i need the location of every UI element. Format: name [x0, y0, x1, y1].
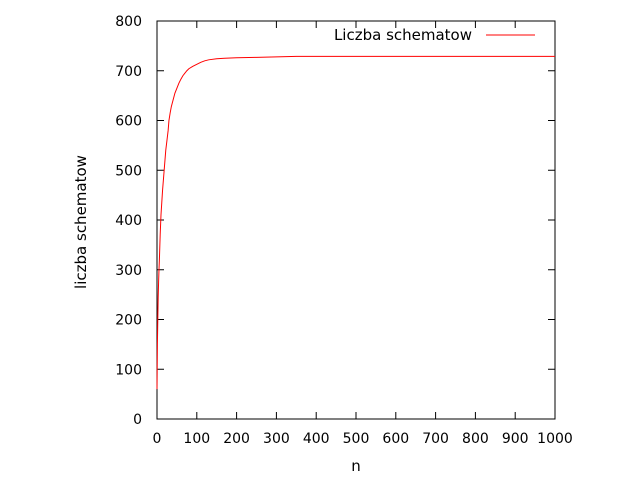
series-line-liczba-schematow	[156, 55, 555, 390]
y-tick-label: 400	[115, 213, 142, 229]
plot-frame	[156, 20, 556, 420]
axis-ticks	[156, 20, 556, 420]
x-tick-label: 600	[382, 431, 409, 447]
y-tick-label: 100	[115, 362, 142, 378]
x-tick-label: 100	[183, 431, 210, 447]
x-tick-label: 300	[263, 431, 290, 447]
y-tick-label: 800	[115, 14, 142, 30]
y-tick-label: 700	[115, 64, 142, 80]
y-tick-label: 300	[115, 263, 142, 279]
y-axis-title: liczba schematow	[72, 155, 90, 289]
x-tick-label: 0	[153, 431, 162, 447]
x-tick-label: 800	[462, 431, 489, 447]
x-tick-label: 200	[223, 431, 250, 447]
legend-label: Liczba schematow	[334, 26, 472, 44]
legend: Liczba schematow	[334, 26, 535, 44]
x-tick-label: 400	[303, 431, 330, 447]
y-tick-label: 0	[133, 412, 142, 428]
y-tick-label: 500	[115, 163, 142, 179]
x-tick-label: 1000	[537, 431, 573, 447]
x-tick-label: 500	[343, 431, 370, 447]
x-tick-label: 900	[502, 431, 529, 447]
y-tick-label: 600	[115, 114, 142, 130]
x-tick-label: 700	[422, 431, 449, 447]
tick-labels: 0 100 200 300 400 500 600 700 800 900 1000 0 100 200 3…	[115, 14, 573, 447]
y-tick-label: 200	[115, 313, 142, 329]
x-axis-title: n	[351, 457, 361, 475]
